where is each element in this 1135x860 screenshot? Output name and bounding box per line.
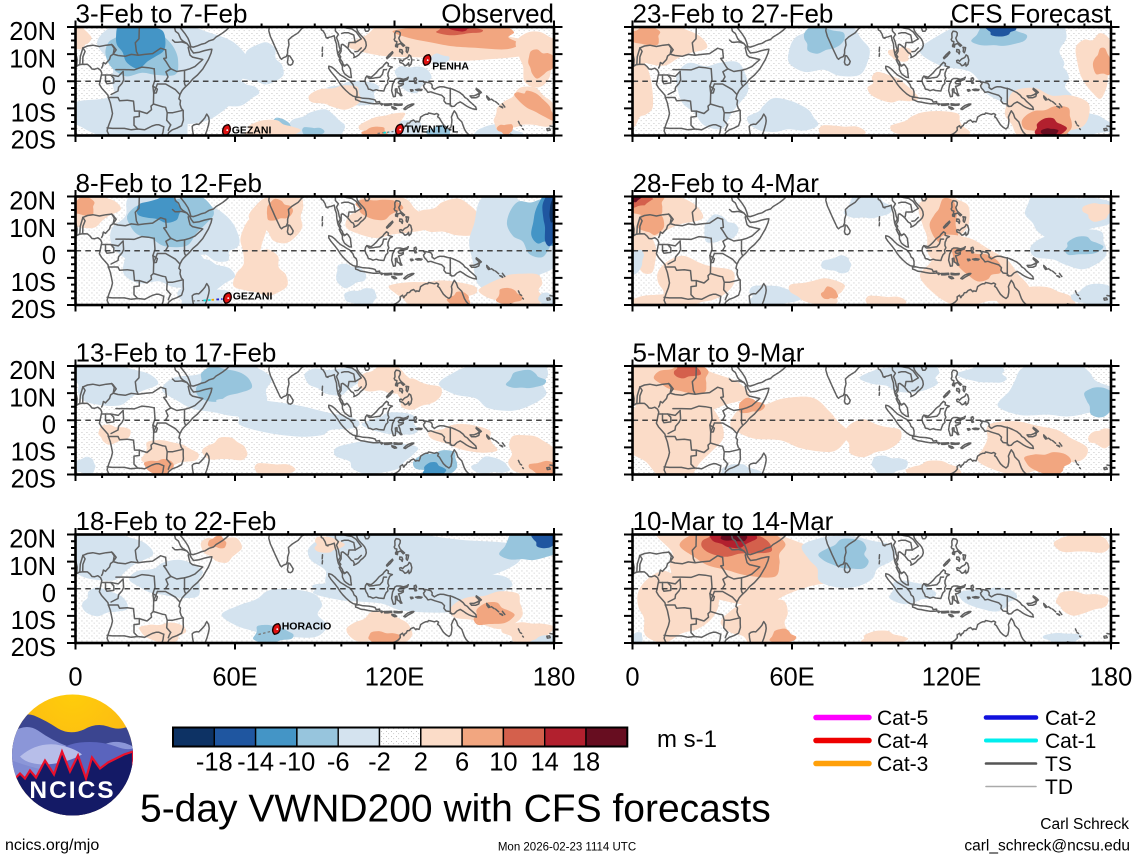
svg-text:2: 2 (414, 749, 428, 777)
svg-text:10S: 10S (11, 269, 56, 297)
svg-text:10S: 10S (11, 100, 56, 128)
svg-text:m s-1: m s-1 (657, 726, 717, 753)
svg-text:20S: 20S (11, 634, 56, 662)
svg-text:0: 0 (42, 411, 56, 439)
svg-text:18: 18 (572, 749, 600, 777)
svg-text:20N: 20N (9, 18, 56, 46)
svg-text:-18: -18 (196, 749, 233, 777)
svg-text:CFS Forecast: CFS Forecast (951, 0, 1112, 29)
svg-text:180: 180 (1090, 664, 1133, 692)
svg-text:10-Mar to 14-Mar: 10-Mar to 14-Mar (633, 506, 834, 536)
svg-text:3-Feb to 7-Feb: 3-Feb to 7-Feb (76, 0, 248, 29)
svg-text:20S: 20S (11, 127, 56, 155)
svg-text:120E: 120E (922, 664, 982, 692)
svg-text:120E: 120E (365, 664, 425, 692)
svg-text:GEZANI: GEZANI (233, 291, 273, 303)
svg-text:0: 0 (42, 242, 56, 270)
svg-text:-14: -14 (237, 749, 274, 777)
svg-text:13-Feb to 17-Feb: 13-Feb to 17-Feb (76, 338, 277, 368)
svg-text:20N: 20N (9, 357, 56, 385)
svg-text:10: 10 (489, 749, 517, 777)
svg-text:20N: 20N (9, 526, 56, 554)
svg-text:10S: 10S (11, 607, 56, 635)
svg-text:Observed: Observed (441, 0, 554, 29)
svg-text:23-Feb to 27-Feb: 23-Feb to 27-Feb (633, 0, 834, 29)
svg-text:0: 0 (625, 664, 639, 692)
svg-text:10N: 10N (9, 384, 56, 412)
svg-text:HORACIO: HORACIO (282, 621, 332, 633)
svg-text:PENHA: PENHA (432, 61, 469, 73)
svg-text:10N: 10N (9, 215, 56, 243)
svg-text:carl_schreck@ncsu.edu: carl_schreck@ncsu.edu (964, 838, 1130, 855)
svg-text:18-Feb to 22-Feb: 18-Feb to 22-Feb (76, 506, 277, 536)
svg-text:0: 0 (42, 580, 56, 608)
svg-text:6: 6 (455, 749, 469, 777)
svg-text:NCICS: NCICS (29, 777, 115, 804)
svg-text:20S: 20S (11, 466, 56, 494)
svg-text:10S: 10S (11, 439, 56, 467)
svg-text:60E: 60E (769, 664, 814, 692)
svg-text:20N: 20N (9, 188, 56, 216)
svg-text:-2: -2 (368, 749, 391, 777)
svg-text:5-Mar to 9-Mar: 5-Mar to 9-Mar (633, 338, 805, 368)
svg-text:0: 0 (42, 73, 56, 101)
svg-text:Cat-4: Cat-4 (877, 730, 929, 753)
svg-text:8-Feb to 12-Feb: 8-Feb to 12-Feb (76, 168, 262, 198)
svg-text:Carl Schreck: Carl Schreck (1040, 816, 1129, 833)
svg-text:20S: 20S (11, 296, 56, 324)
svg-text:5-day VWND200 with CFS forecas: 5-day VWND200 with CFS forecasts (140, 788, 771, 831)
svg-text:180: 180 (533, 664, 576, 692)
svg-text:10N: 10N (9, 553, 56, 581)
svg-text:Cat-3: Cat-3 (877, 753, 928, 776)
svg-text:GEZANI: GEZANI (232, 124, 272, 136)
svg-text:60E: 60E (212, 664, 257, 692)
svg-text:TWENTY-L: TWENTY-L (405, 124, 459, 136)
svg-text:-10: -10 (278, 749, 315, 777)
svg-text:10N: 10N (9, 45, 56, 73)
svg-text:TS: TS (1045, 753, 1072, 776)
svg-text:ncics.org/mjo: ncics.org/mjo (5, 837, 99, 854)
svg-text:28-Feb to 4-Mar: 28-Feb to 4-Mar (633, 168, 820, 198)
svg-text:Cat-5: Cat-5 (877, 707, 928, 730)
svg-text:0: 0 (68, 664, 82, 692)
svg-text:-6: -6 (327, 749, 350, 777)
svg-text:Mon 2026-02-23 1114 UTC: Mon 2026-02-23 1114 UTC (498, 842, 636, 854)
svg-text:TD: TD (1045, 776, 1073, 799)
svg-text:Cat-2: Cat-2 (1045, 707, 1096, 730)
svg-text:14: 14 (531, 749, 559, 777)
svg-text:Cat-1: Cat-1 (1045, 730, 1096, 753)
